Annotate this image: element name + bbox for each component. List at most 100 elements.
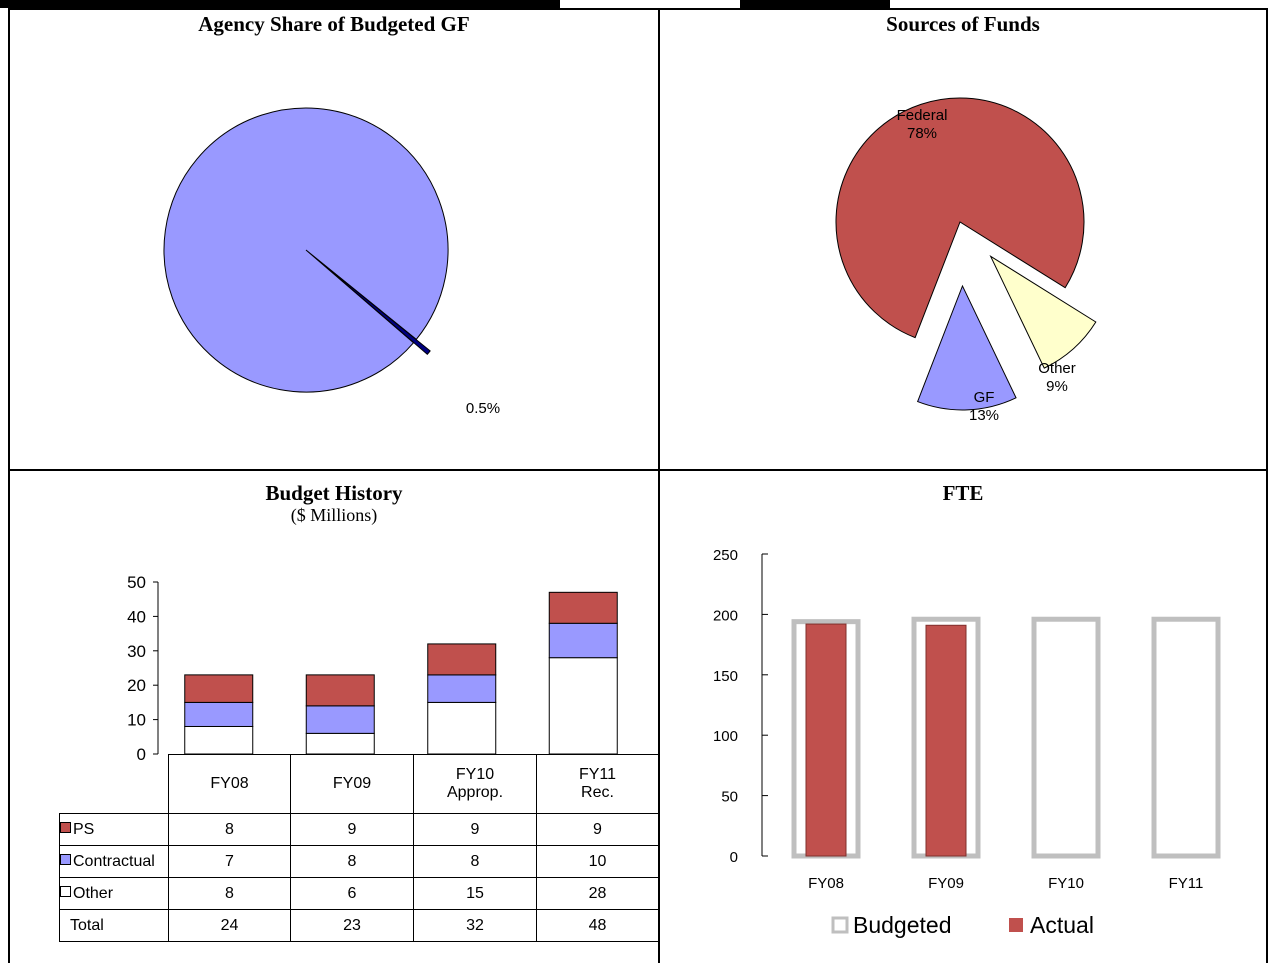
- table-value-cell: 9: [290, 813, 414, 846]
- y-tick-label: 250: [713, 547, 738, 564]
- pie-slice-rest: [163, 107, 449, 393]
- table-value-cell: 15: [413, 877, 537, 910]
- bar-segment-ps: [427, 643, 497, 676]
- table-row: Contractual 7 8 8 10: [59, 845, 659, 878]
- pie-slice-agency: [319, 261, 431, 356]
- x-tick-label: FY11: [1169, 875, 1204, 892]
- pie-label-gf-pct: 13%: [969, 407, 999, 424]
- legend-label: PS: [73, 820, 95, 838]
- bar-segment-ps: [305, 674, 375, 707]
- table-row-label: Contractual: [59, 845, 169, 878]
- table-corner-cell: [59, 754, 169, 814]
- table-row: Other 8 6 15 28: [59, 877, 659, 910]
- fte-bar-actual: [805, 623, 847, 857]
- table-value-cell: 10: [536, 845, 659, 878]
- table-row-label: PS: [59, 813, 169, 846]
- table-row-label: Other: [59, 877, 169, 910]
- budget-history-title: Budget History: [265, 481, 403, 505]
- y-tick-label: 10: [127, 711, 146, 730]
- table-value-cell: 7: [168, 845, 291, 878]
- budget-history-data-table: FY08 FY09 FY10 Approp. FY11 Rec. PS 8 9 9 9 Contrac…: [59, 754, 659, 942]
- category-label-line: Rec.: [581, 784, 614, 801]
- table-value-cell: 8: [290, 845, 414, 878]
- legend-swatch: [60, 885, 71, 897]
- y-tick-label: 40: [127, 607, 146, 626]
- top-cropped-header: [0, 0, 560, 8]
- bar-segment-ps: [548, 591, 618, 624]
- legend-swatch: [60, 821, 71, 833]
- pie-label-other-pct: 9%: [1046, 378, 1068, 395]
- fte-bar-actual: [925, 624, 967, 857]
- y-tick-label: 100: [713, 728, 738, 745]
- top-cropped-header-right: [740, 0, 890, 8]
- grid-divider-vertical: [658, 8, 660, 963]
- y-tick-label: 20: [127, 676, 146, 695]
- bar-segment-other: [305, 732, 375, 755]
- y-tick-label: 50: [721, 789, 738, 806]
- y-tick-label: 0: [137, 745, 146, 760]
- bar-segment-contractual: [548, 622, 618, 659]
- pie-slice-gf: [916, 284, 1017, 411]
- x-tick-label: FY09: [928, 875, 964, 892]
- legend-label: Contractual: [73, 852, 155, 870]
- pie-label-federal: Federal: [897, 107, 948, 124]
- category-label-line: FY09: [332, 775, 372, 792]
- table-value-cell: 6: [290, 877, 414, 910]
- bar-segment-contractual: [427, 674, 497, 703]
- category-label-line: Approp.: [446, 784, 504, 801]
- grid-border-right: [1266, 8, 1268, 963]
- bar-segment-ps: [184, 674, 254, 703]
- x-tick-label: FY10: [1048, 875, 1084, 892]
- table-value-cell: 9: [413, 813, 537, 846]
- x-tick-label: FY08: [808, 875, 844, 892]
- bar-segment-contractual: [184, 701, 254, 727]
- y-tick-label: 30: [127, 642, 146, 661]
- table-total-cell: 23: [290, 909, 414, 942]
- pie-label-agency-share: 0.5%: [466, 400, 500, 417]
- agency-share-pie-chart: 0.5%: [163, 107, 500, 417]
- pie-slice-federal: [835, 97, 1085, 339]
- budget-history-bar-chart: 0 10 20 30 40 50: [127, 573, 618, 760]
- y-tick-label: 200: [713, 607, 738, 624]
- legend-label-actual: Actual: [1030, 912, 1094, 938]
- fte-bar-chart: 0 50 100 150 200 250 FY08 FY09 FY10 FY11 Budgeted A…: [713, 547, 1221, 938]
- table-total-row: Total 24 23 32 48: [59, 909, 659, 942]
- category-label-line: FY08: [210, 775, 249, 792]
- pie-label-federal-pct: 78%: [907, 125, 937, 142]
- table-header-cell: FY09: [290, 754, 414, 814]
- y-tick-label: 150: [713, 668, 738, 685]
- pie-label-gf: GF: [974, 389, 995, 406]
- agency-share-title: Agency Share of Budgeted GF: [198, 12, 470, 36]
- pie-slice-other: [989, 254, 1097, 369]
- grid-divider-horizontal: [8, 469, 1268, 471]
- category-label-line: FY11: [578, 766, 617, 783]
- table-header-cell: FY10 Approp.: [413, 754, 537, 814]
- bar-segment-contractual: [305, 705, 375, 734]
- table-value-cell: 9: [536, 813, 659, 846]
- table-total-cell: 32: [413, 909, 537, 942]
- table-header-cell: FY08: [168, 754, 291, 814]
- legend-swatch: [60, 853, 71, 865]
- table-total-cell: 48: [536, 909, 659, 942]
- fte-bar-budgeted: [1031, 616, 1101, 859]
- sources-of-funds-title: Sources of Funds: [886, 12, 1040, 36]
- table-value-cell: 28: [536, 877, 659, 910]
- fte-bar-budgeted: [1151, 616, 1221, 859]
- budget-history-subtitle: ($ Millions): [290, 505, 378, 525]
- y-tick-label: 50: [127, 573, 146, 592]
- table-total-cell: 24: [168, 909, 291, 942]
- table-value-cell: 8: [413, 845, 537, 878]
- y-tick-label: 0: [730, 849, 738, 866]
- grid-border-left: [8, 8, 10, 963]
- legend-swatch-actual: [1009, 918, 1023, 932]
- legend-swatch-budgeted: [831, 916, 849, 934]
- table-header-row: FY08 FY09 FY10 Approp. FY11 Rec.: [59, 754, 659, 814]
- legend-label-budgeted: Budgeted: [853, 912, 951, 938]
- legend-label: Other: [73, 884, 114, 902]
- bar-segment-other: [184, 725, 254, 755]
- table-header-cell: FY11 Rec.: [536, 754, 659, 814]
- bar-segment-other: [427, 701, 497, 755]
- table-value-cell: 8: [168, 813, 291, 846]
- table-value-cell: 8: [168, 877, 291, 910]
